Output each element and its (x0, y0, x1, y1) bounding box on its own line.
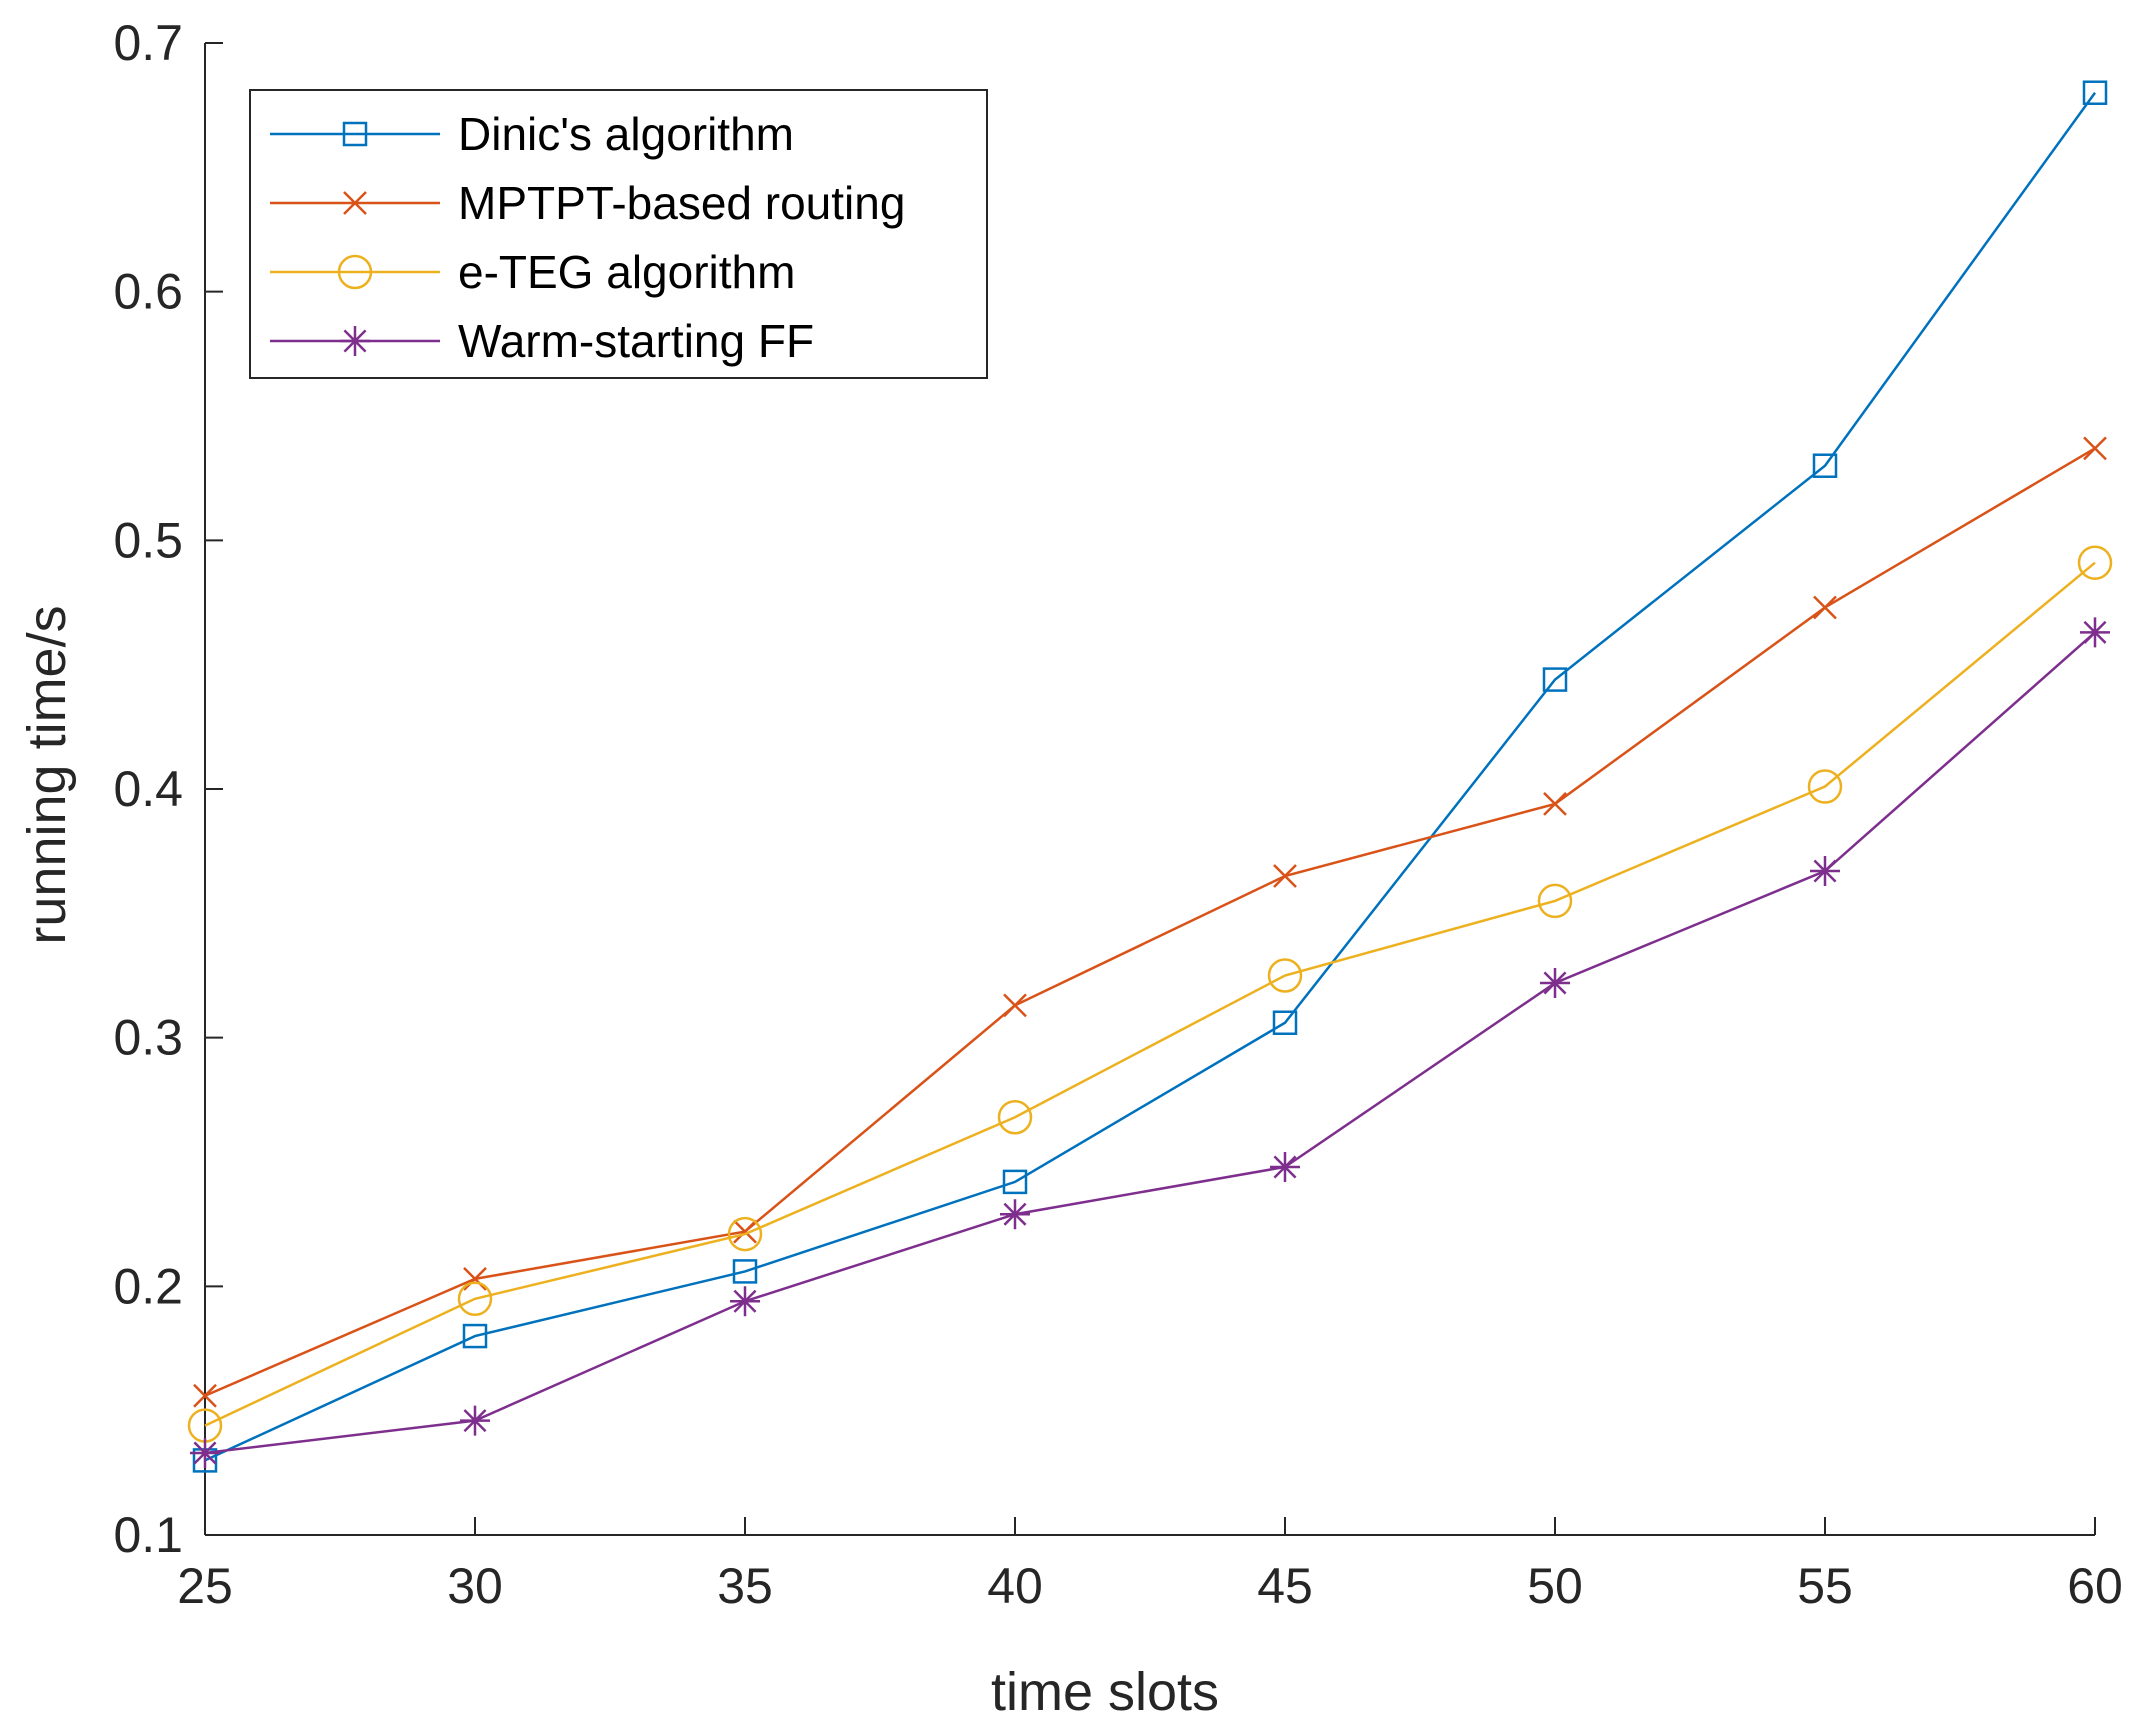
series-line (204, 561, 2096, 1427)
x-axis-title: time slots (991, 1662, 1219, 1722)
legend-box (249, 89, 988, 379)
data-point (2077, 545, 2113, 580)
y-tick-label: 0.7 (113, 15, 183, 71)
x-tick-label: 55 (1797, 1558, 1853, 1614)
data-point (1002, 1169, 1028, 1195)
data-point (732, 1259, 758, 1284)
legend-marker (337, 254, 373, 290)
series-line (204, 631, 2096, 1455)
data-point (727, 1216, 763, 1252)
legend-marker (342, 121, 368, 147)
x-tick-label: 40 (987, 1558, 1043, 1614)
data-point (2083, 436, 2107, 461)
legend-label: MPTPT-based routing (458, 177, 905, 229)
data-point (462, 1323, 488, 1349)
data-point (1003, 993, 1027, 1018)
y-tick-label: 0.3 (113, 1010, 183, 1066)
legend-label: Dinic's algorithm (458, 108, 794, 160)
x-tick-label: 30 (447, 1558, 503, 1614)
data-point (1537, 883, 1573, 919)
y-tick-label: 0.5 (113, 512, 183, 568)
series-line (204, 447, 2096, 1397)
data-point (460, 1405, 490, 1436)
y-tick-label: 0.6 (113, 264, 183, 320)
axes: 25 30 35 40 45 50 55 60 0.1 0.2 0.3 0.4 0.5 0.6 0.7 (113, 15, 2122, 1614)
series-1 (193, 436, 2107, 1408)
data-point (1270, 1151, 1300, 1182)
data-point (1542, 667, 1568, 692)
y-tick-label: 0.4 (113, 761, 183, 817)
legend-label: e-TEG algorithm (458, 246, 795, 298)
legend-label: Warm-starting FF (458, 315, 814, 367)
series-layer (187, 80, 2113, 1473)
data-point (1543, 792, 1567, 816)
data-point (1813, 595, 1837, 620)
y-tick-label: 0.2 (113, 1258, 183, 1314)
x-tick-label: 60 (2067, 1558, 2123, 1614)
data-point (2080, 617, 2110, 648)
series-3 (190, 617, 2110, 1468)
legend: Dinic's algorithm MPTPT-based routing e-TE… (249, 89, 988, 379)
data-point (1273, 864, 1297, 888)
y-axis-title: running time/s (17, 605, 77, 944)
data-point (997, 1099, 1033, 1135)
data-point (457, 1281, 493, 1317)
legend-entry-1: MPTPT-based routing (270, 177, 905, 229)
data-point (1540, 967, 1570, 998)
data-point (190, 1437, 220, 1468)
data-point (1000, 1199, 1030, 1230)
legend-entry-3: Warm-starting FF (270, 315, 814, 367)
data-point (1810, 856, 1840, 887)
y-tick-label: 0.1 (113, 1507, 183, 1563)
data-point (733, 1219, 757, 1244)
x-tick-label: 35 (717, 1558, 773, 1614)
data-point (193, 1383, 217, 1408)
legend-marker (340, 326, 370, 356)
legend-entry-0: Dinic's algorithm (270, 108, 794, 160)
data-point (1807, 769, 1843, 804)
x-tick-label: 25 (177, 1558, 233, 1614)
x-tick-label: 50 (1527, 1558, 1583, 1614)
legend-marker (343, 191, 367, 215)
series-0 (192, 80, 2108, 1473)
x-tick-label: 45 (1257, 1558, 1313, 1614)
data-point (1267, 958, 1303, 993)
series-line (204, 92, 2097, 1462)
legend-entry-2: e-TEG algorithm (270, 246, 795, 298)
data-point (1272, 1010, 1298, 1035)
data-point (463, 1266, 487, 1291)
data-point (730, 1286, 760, 1317)
data-point (1812, 453, 1838, 478)
series-2 (187, 545, 2113, 1443)
data-point (2082, 80, 2108, 105)
